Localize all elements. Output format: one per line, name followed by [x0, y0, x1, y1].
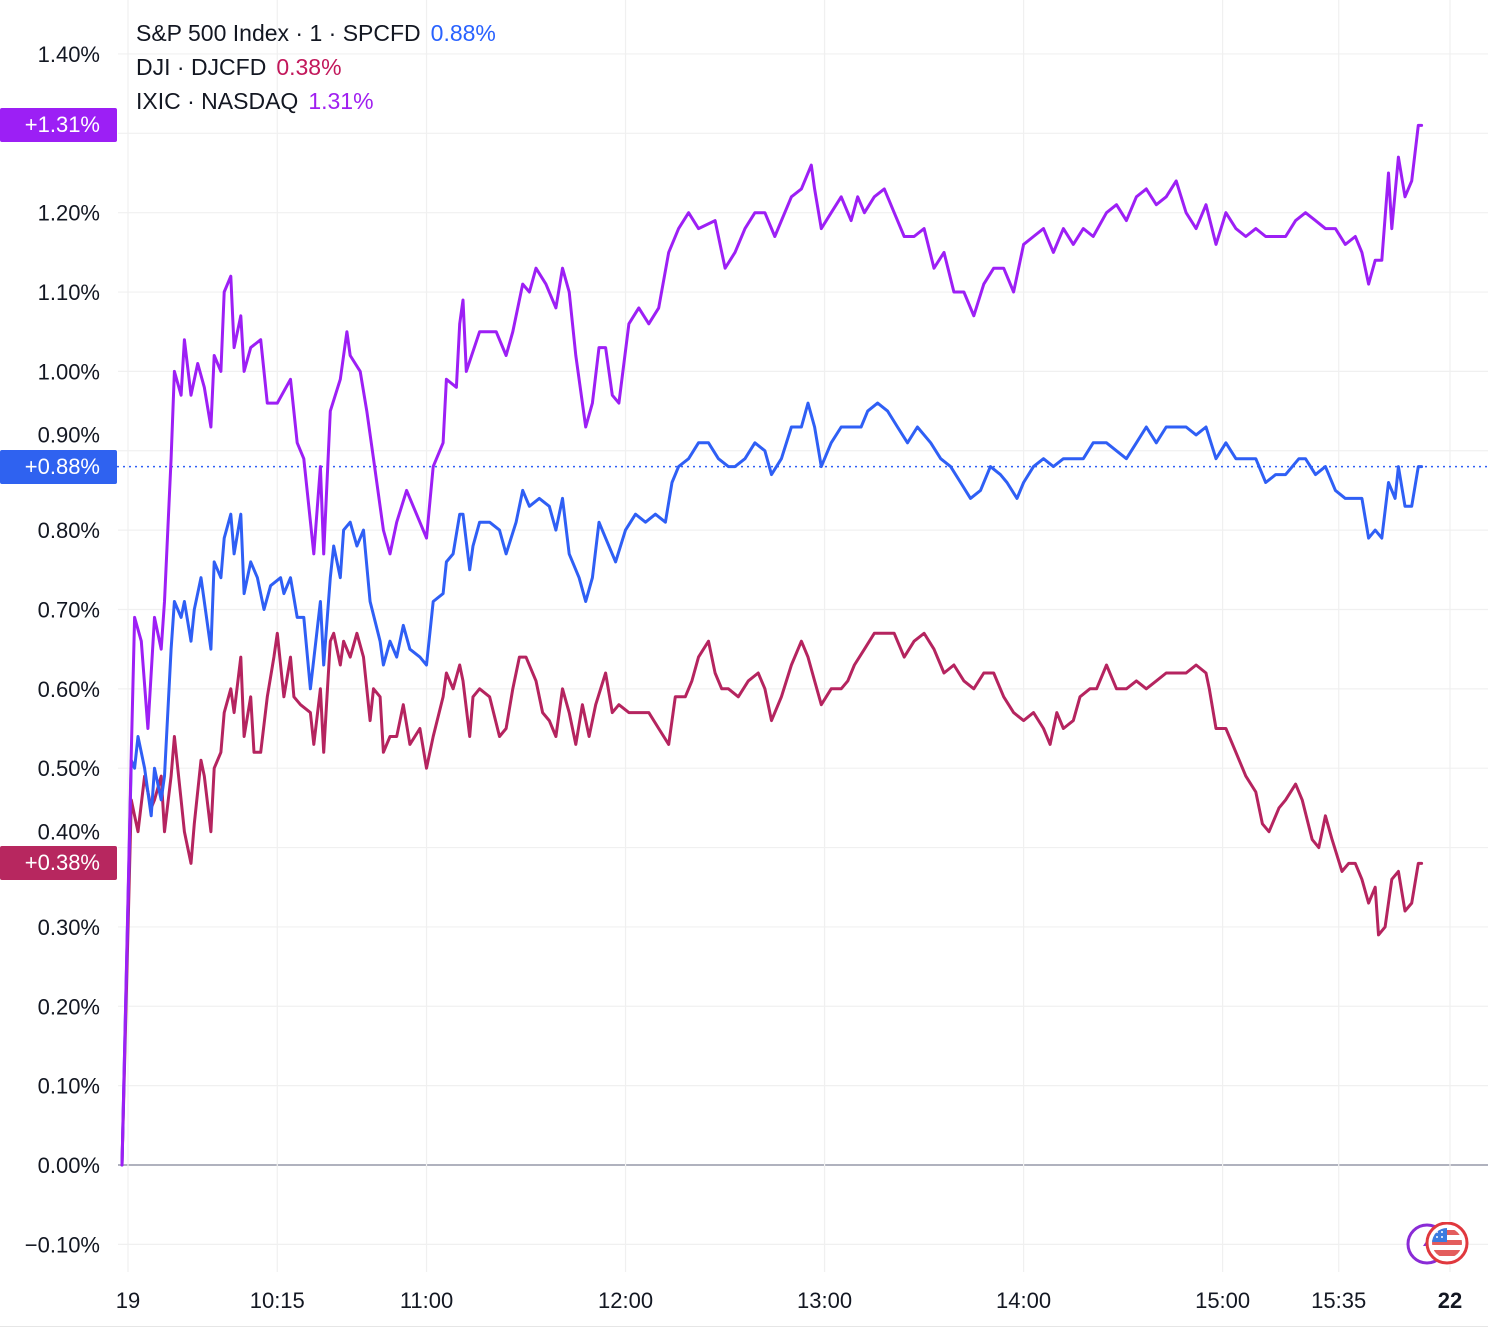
x-tick-label: 12:00 — [598, 1288, 653, 1313]
legend-value: 1.31% — [308, 88, 374, 114]
y-axis: 1.40% 1.20% 1.10% 1.00% 0.90% 0.80% 0.70% 0.60%… — [25, 42, 100, 1257]
y-tick-label: −0.10% — [25, 1232, 100, 1257]
symbol-badges[interactable] — [1405, 1221, 1471, 1266]
x-tick-label: 22 — [1438, 1288, 1462, 1313]
legend: S&P 500 Index · 1 · SPCFD 0.88% DJI · DJC… — [136, 16, 496, 118]
x-tick-label: 19 — [116, 1288, 140, 1313]
x-tick-label: 11:00 — [400, 1288, 453, 1313]
y-tick-label: 0.60% — [38, 677, 100, 702]
x-tick-label: 15:00 — [1195, 1288, 1250, 1313]
y-tick-label: 1.20% — [38, 201, 100, 226]
legend-label: DJI · DJCFD — [136, 54, 267, 80]
price-tag-ixic: +1.31% — [0, 108, 117, 143]
legend-item-ixic[interactable]: IXIC · NASDAQ 1.31% — [136, 84, 496, 118]
series-line[interactable] — [120, 631, 1424, 1167]
x-tick-label: 10:15 — [250, 1288, 305, 1313]
x-tick-label: 13:00 — [797, 1288, 852, 1313]
y-tick-label: 1.40% — [38, 42, 100, 67]
series-line[interactable] — [120, 123, 1424, 1167]
y-tick-label: 0.90% — [38, 423, 100, 448]
price-tag-spx: +0.88% — [0, 449, 117, 484]
legend-item-dji[interactable]: DJI · DJCFD 0.38% — [136, 50, 496, 84]
series-lines — [120, 123, 1424, 1167]
y-tick-label: 0.40% — [38, 819, 100, 844]
y-tick-label: 0.10% — [38, 1074, 100, 1099]
y-tick-label: 0.70% — [38, 597, 100, 622]
legend-value: 0.88% — [430, 20, 496, 46]
legend-label: S&P 500 Index · 1 · SPCFD — [136, 20, 421, 46]
series-line[interactable] — [120, 401, 1424, 1167]
series-spx — [120, 401, 1424, 1167]
y-tick-label: 0.20% — [38, 994, 100, 1019]
y-tick-label: 0.30% — [38, 915, 100, 940]
legend-label: IXIC · NASDAQ — [136, 88, 299, 114]
y-tick-label: 0.00% — [38, 1153, 100, 1178]
us-flag-icon — [1425, 1221, 1469, 1265]
x-axis: 19 10:15 11:00 12:00 13:00 14:00 15:00 15:35 22 — [116, 1288, 1462, 1313]
x-tick-label: 15:35 — [1311, 1288, 1366, 1313]
legend-item-spx[interactable]: S&P 500 Index · 1 · SPCFD 0.88% — [136, 16, 496, 50]
series-ixic — [120, 123, 1424, 1167]
y-tick-label: 1.10% — [38, 280, 100, 305]
price-tag-dji: +0.38% — [0, 846, 117, 881]
bottom-border — [0, 1326, 1488, 1327]
x-tick-label: 14:00 — [996, 1288, 1051, 1313]
y-tick-label: 1.00% — [38, 359, 100, 384]
y-tick-label: 0.50% — [38, 756, 100, 781]
legend-value: 0.38% — [276, 54, 342, 80]
y-tick-label: 0.80% — [38, 518, 100, 543]
series-dji — [120, 631, 1424, 1167]
